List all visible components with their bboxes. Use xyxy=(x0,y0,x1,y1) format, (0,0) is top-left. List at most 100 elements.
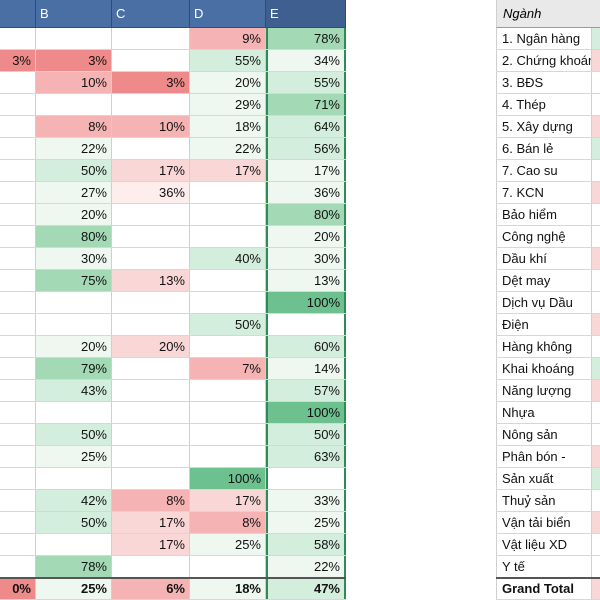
cell-d[interactable]: 40% xyxy=(190,248,266,270)
cell-c[interactable]: 17% xyxy=(112,160,190,182)
cell-b[interactable]: 79% xyxy=(36,358,112,380)
row-label[interactable]: Hàng không xyxy=(496,336,592,358)
row-label[interactable]: 4. Thép xyxy=(496,94,592,116)
cell-b[interactable]: 25% xyxy=(36,446,112,468)
cell-b[interactable] xyxy=(36,94,112,116)
cell-e[interactable]: 100% xyxy=(266,292,346,314)
cell-c[interactable] xyxy=(112,468,190,490)
row-label[interactable]: 7. KCN xyxy=(496,182,592,204)
label-column-header[interactable]: Ngành xyxy=(496,0,600,28)
cell-d[interactable]: 7% xyxy=(190,358,266,380)
cell-d[interactable] xyxy=(190,336,266,358)
cell-a[interactable] xyxy=(0,204,36,226)
cell-b[interactable]: 50% xyxy=(36,512,112,534)
cell-a[interactable] xyxy=(0,138,36,160)
grand-total-label[interactable]: Grand Total xyxy=(496,578,592,600)
cell-e[interactable]: 34% xyxy=(266,50,346,72)
cell-c[interactable] xyxy=(112,204,190,226)
cell-d[interactable]: 22% xyxy=(190,138,266,160)
cell-c[interactable]: 17% xyxy=(112,512,190,534)
column-header-e[interactable]: E xyxy=(266,0,346,28)
row-label[interactable]: Vật liệu XD xyxy=(496,534,592,556)
cell-e[interactable]: 78% xyxy=(266,28,346,50)
row-label[interactable]: 5. Xây dựng xyxy=(496,116,592,138)
cell-d[interactable]: 9% xyxy=(190,28,266,50)
cell-a[interactable] xyxy=(0,116,36,138)
cell-e[interactable]: 33% xyxy=(266,490,346,512)
next-column-edge[interactable] xyxy=(592,204,600,226)
cell-b[interactable]: 75% xyxy=(36,270,112,292)
cell-b[interactable] xyxy=(36,468,112,490)
cell-a[interactable]: 3% xyxy=(0,50,36,72)
cell-d[interactable]: 18% xyxy=(190,116,266,138)
cell-c[interactable] xyxy=(112,94,190,116)
column-header-d[interactable]: D xyxy=(190,0,266,28)
cell-a[interactable] xyxy=(0,380,36,402)
cell-a[interactable] xyxy=(0,402,36,424)
cell-a[interactable] xyxy=(0,446,36,468)
next-column-edge[interactable] xyxy=(592,226,600,248)
cell-c[interactable] xyxy=(112,358,190,380)
cell-a[interactable] xyxy=(0,512,36,534)
row-label[interactable]: Khai khoáng xyxy=(496,358,592,380)
cell-c[interactable]: 3% xyxy=(112,72,190,94)
cell-d[interactable]: 29% xyxy=(190,94,266,116)
row-label[interactable]: Phân bón - xyxy=(496,446,592,468)
next-column-edge[interactable] xyxy=(592,556,600,578)
cell-d[interactable] xyxy=(190,380,266,402)
next-column-edge[interactable] xyxy=(592,28,600,50)
cell-e[interactable]: 14% xyxy=(266,358,346,380)
next-column-edge[interactable] xyxy=(592,248,600,270)
cell-e[interactable]: 100% xyxy=(266,402,346,424)
cell-d[interactable] xyxy=(190,446,266,468)
cell-a[interactable] xyxy=(0,358,36,380)
cell-e[interactable]: 58% xyxy=(266,534,346,556)
cell-d[interactable] xyxy=(190,292,266,314)
cell-d[interactable] xyxy=(190,402,266,424)
next-column-edge[interactable] xyxy=(592,138,600,160)
cell-c[interactable] xyxy=(112,248,190,270)
cell-d[interactable] xyxy=(190,204,266,226)
cell-e[interactable]: 50% xyxy=(266,424,346,446)
column-header-b[interactable]: B xyxy=(36,0,112,28)
next-column-edge[interactable] xyxy=(592,380,600,402)
cell-e[interactable]: 20% xyxy=(266,226,346,248)
row-label[interactable]: Nhựa xyxy=(496,402,592,424)
row-label[interactable]: Năng lượng xyxy=(496,380,592,402)
cell-d[interactable] xyxy=(190,424,266,446)
cell-b[interactable]: 50% xyxy=(36,160,112,182)
cell-a[interactable] xyxy=(0,292,36,314)
cell-e[interactable]: 80% xyxy=(266,204,346,226)
next-column-edge[interactable] xyxy=(592,578,600,600)
cell-b[interactable] xyxy=(36,292,112,314)
cell-e[interactable]: 36% xyxy=(266,182,346,204)
row-label[interactable]: Nông sản xyxy=(496,424,592,446)
cell-c[interactable] xyxy=(112,138,190,160)
next-column-edge[interactable] xyxy=(592,402,600,424)
row-label[interactable]: Dịch vụ Dầu xyxy=(496,292,592,314)
cell-a[interactable] xyxy=(0,534,36,556)
cell-d[interactable] xyxy=(190,556,266,578)
next-column-edge[interactable] xyxy=(592,182,600,204)
cell-c[interactable] xyxy=(112,314,190,336)
cell-e[interactable]: 55% xyxy=(266,72,346,94)
cell-b[interactable]: 3% xyxy=(36,50,112,72)
next-column-edge[interactable] xyxy=(592,490,600,512)
next-column-edge[interactable] xyxy=(592,512,600,534)
row-label[interactable]: Công nghệ xyxy=(496,226,592,248)
next-column-edge[interactable] xyxy=(592,270,600,292)
cell-c[interactable] xyxy=(112,380,190,402)
next-column-edge[interactable] xyxy=(592,72,600,94)
cell-c[interactable]: 10% xyxy=(112,116,190,138)
row-label[interactable]: Dầu khí xyxy=(496,248,592,270)
cell-a[interactable] xyxy=(0,160,36,182)
cell-c[interactable] xyxy=(112,424,190,446)
cell-e[interactable]: 71% xyxy=(266,94,346,116)
cell-c[interactable] xyxy=(112,28,190,50)
row-label[interactable]: 2. Chứng khoán xyxy=(496,50,592,72)
cell-a[interactable] xyxy=(0,468,36,490)
cell-a[interactable] xyxy=(0,490,36,512)
next-column-edge[interactable] xyxy=(592,534,600,556)
cell-d[interactable]: 25% xyxy=(190,534,266,556)
cell-b[interactable]: 80% xyxy=(36,226,112,248)
